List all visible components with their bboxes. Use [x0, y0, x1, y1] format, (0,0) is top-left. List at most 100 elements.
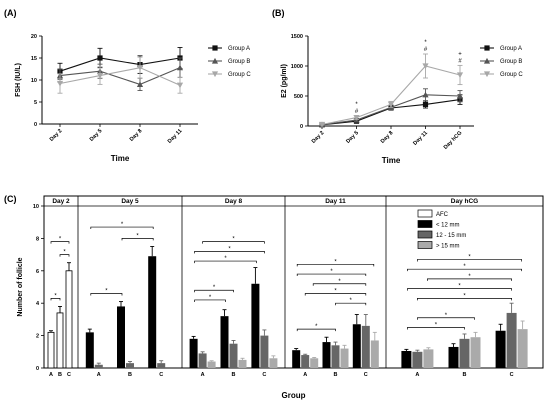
lt12-bar	[352, 324, 361, 368]
bar-x-axis-label: Group	[282, 391, 306, 400]
significance-bracket	[335, 302, 367, 306]
e2-y-axis-label: E2 (pg/ml)	[281, 64, 288, 98]
fsh-y-tick-label: 0	[34, 122, 37, 128]
bar-y-tick-label: 2	[36, 334, 39, 340]
e2-data-point	[353, 115, 360, 121]
mid-bar	[361, 325, 370, 368]
e2-data-point	[318, 121, 326, 128]
fsh-x-tick-label: Day 2	[49, 128, 64, 143]
fsh-data-point	[136, 81, 144, 87]
fsh-x-tick-label: Day 8	[129, 128, 144, 143]
significance-bracket	[407, 268, 522, 272]
afc-bar	[56, 312, 64, 369]
mid-bar	[412, 351, 423, 368]
panel-label-c: (C)	[4, 194, 17, 204]
lt12-bar	[401, 350, 412, 368]
fsh-legend-label: Group A	[228, 46, 250, 52]
significance-star: *	[330, 269, 333, 275]
group-tick-label: A	[201, 372, 205, 378]
significance-bracket	[296, 328, 336, 332]
significance-bracket	[202, 241, 265, 244]
fsh-data-point	[96, 73, 104, 79]
significance-bracket	[50, 241, 70, 244]
lt12-bar	[85, 332, 94, 368]
mid-bar	[94, 364, 103, 368]
significance-star: *	[468, 274, 471, 280]
significance-bracket	[59, 254, 70, 257]
significance-bracket	[194, 260, 257, 264]
group-tick-label: B	[334, 372, 338, 378]
fsh-y-axis-label: FSH (IU/L)	[15, 63, 22, 97]
e2-x-tick-label: Day 11	[412, 130, 429, 147]
e2-data-point	[456, 72, 464, 79]
significance-star: *	[445, 313, 448, 319]
gt15-bar	[269, 358, 278, 368]
significance-star: *	[54, 293, 57, 299]
fsh-x-tick-label: Day 11	[167, 128, 184, 145]
group-tick-label: B	[58, 372, 62, 378]
lt12-bar	[495, 330, 506, 368]
e2-data-point	[422, 63, 429, 70]
group-tick-label: B	[128, 372, 132, 378]
significance-star: *	[468, 254, 471, 260]
fsh-series-line	[59, 57, 181, 72]
fsh-y-tick-label: 5	[34, 100, 37, 106]
significance-star: *	[315, 324, 318, 330]
significance-bracket	[90, 293, 123, 296]
fsh-y-tick-label: 15	[31, 56, 37, 62]
significance-bracket	[50, 297, 61, 301]
lt12-bar	[117, 306, 125, 368]
significance-bracket	[194, 289, 234, 293]
group-tick-label: A	[49, 372, 53, 378]
lt12-bar	[292, 350, 301, 368]
e2-y-tick-label: 0	[300, 124, 303, 130]
afc-bar	[65, 270, 73, 369]
mid-bar	[229, 343, 238, 368]
e2-significance-mark: *	[355, 102, 358, 108]
significance-star: *	[224, 256, 227, 262]
e2-x-tick-label: Day hCG	[443, 130, 464, 151]
mid-bar	[301, 355, 310, 368]
mid-bar	[126, 363, 134, 368]
lt12-bar	[148, 256, 157, 368]
afc-bar	[47, 331, 55, 369]
significance-bracket	[407, 288, 512, 291]
bar-legend-label: AFC	[436, 212, 449, 218]
bar-y-tick-label: 8	[36, 236, 39, 242]
e2-significance-mark: *	[424, 40, 427, 46]
mid-bar	[459, 338, 470, 368]
significance-star: *	[209, 295, 212, 301]
gt15-bar	[517, 329, 528, 368]
fsh-series-line	[59, 67, 181, 86]
bar-y-axis-label: Number of follicle	[17, 257, 24, 316]
e2-legend-label: Group A	[500, 46, 522, 52]
significance-bracket	[417, 297, 512, 301]
section-title: Day 11	[325, 198, 346, 205]
fsh-data-point	[136, 65, 144, 71]
mid-bar	[198, 353, 207, 368]
bar-y-tick-label: 4	[36, 301, 40, 307]
group-tick-label: C	[159, 372, 163, 378]
e2-significance-mark: +	[458, 51, 462, 57]
e2-x-tick-label: Day 8	[380, 130, 395, 145]
fsh-data-point	[97, 55, 103, 61]
significance-bracket	[427, 278, 512, 281]
section-title: Day 8	[225, 198, 243, 205]
significance-star: *	[458, 284, 461, 290]
group-tick-label: A	[415, 372, 419, 378]
e2-y-tick-label: 1500	[291, 34, 303, 40]
e2-data-point	[456, 92, 464, 99]
bar-legend-label: < 12 mm	[436, 223, 460, 229]
group-tick-label: B	[232, 372, 236, 378]
significance-bracket	[304, 293, 367, 296]
fsh-data-point	[56, 80, 64, 87]
panel-label-a: (A)	[4, 8, 17, 18]
gt15-bar	[207, 361, 216, 368]
fsh-legend-label: Group C	[228, 72, 251, 78]
fsh-series-line	[59, 67, 181, 85]
panel-label-b: (B)	[272, 8, 285, 18]
significance-star: *	[213, 285, 216, 291]
gt15-bar	[340, 348, 349, 368]
e2-legend-marker	[483, 57, 491, 64]
section-title: Day hCG	[451, 198, 478, 205]
